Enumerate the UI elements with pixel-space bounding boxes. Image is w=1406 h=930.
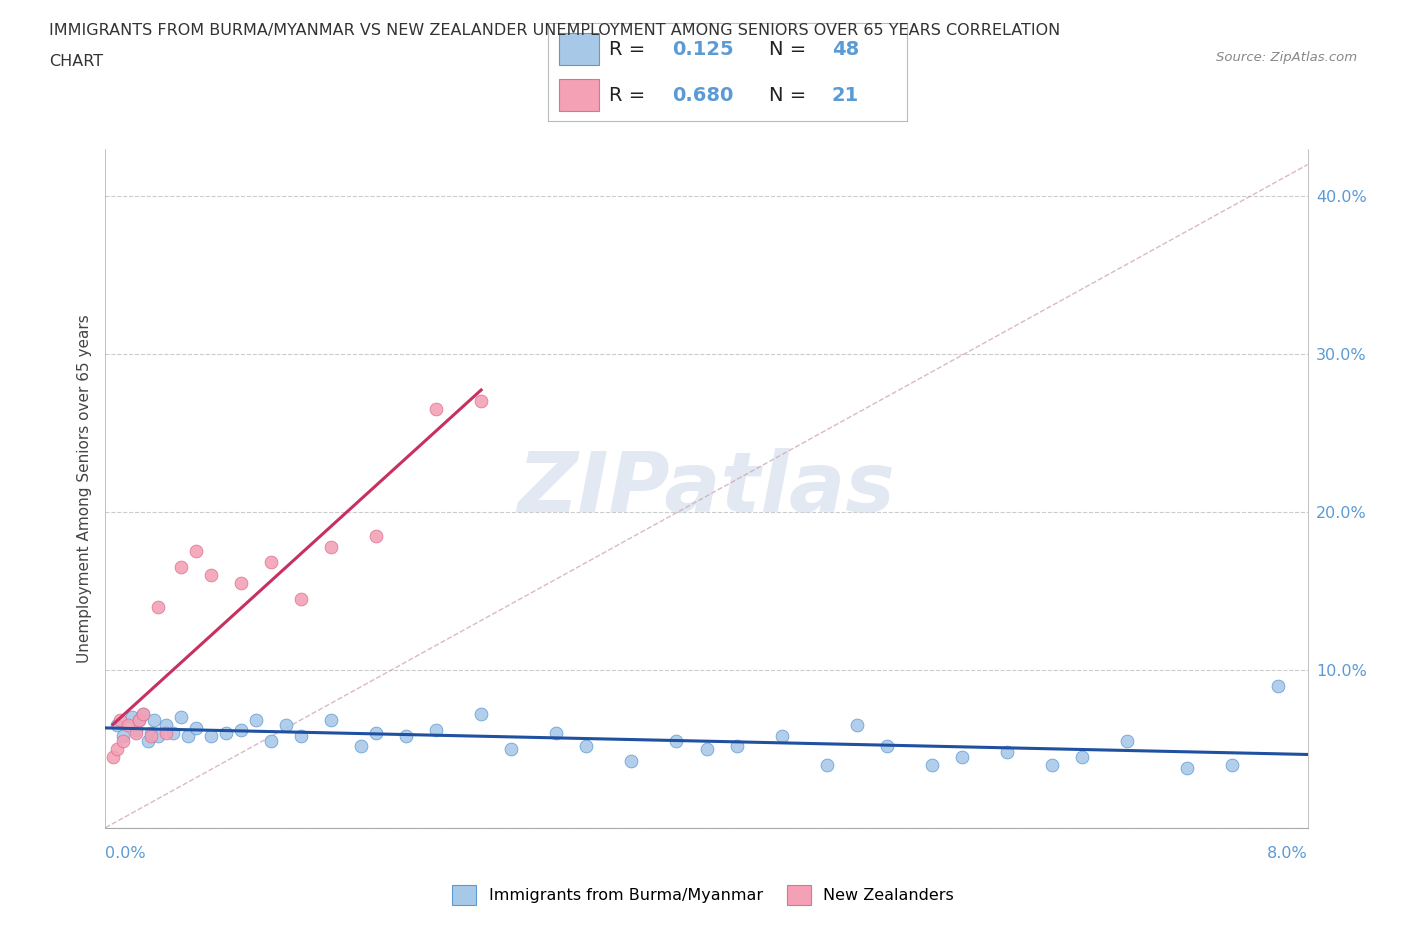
Point [101, 750, 124, 764]
Point [1175, 760, 1198, 775]
Text: 0.680: 0.680 [672, 86, 734, 104]
Point [501, 741, 523, 756]
Point [290, 729, 312, 744]
Point [290, 591, 312, 606]
Point [364, 528, 387, 543]
Text: 48: 48 [831, 40, 859, 59]
Point [162, 725, 184, 740]
Legend: Immigrants from Burma/Myanmar, New Zealanders: Immigrants from Burma/Myanmar, New Zeala… [446, 879, 960, 911]
Bar [560, 79, 599, 112]
Point [132, 707, 155, 722]
Point [128, 713, 150, 728]
Point [845, 718, 868, 733]
Point [364, 725, 387, 740]
Bar [560, 33, 599, 65]
Point [921, 757, 943, 772]
Point [124, 723, 146, 737]
Point [112, 734, 135, 749]
Text: CHART: CHART [49, 54, 103, 69]
Point [319, 539, 342, 554]
Point [139, 725, 162, 740]
Point [725, 738, 748, 753]
Point [155, 725, 177, 740]
Point [132, 707, 155, 722]
Point [546, 725, 568, 740]
Point [124, 725, 146, 740]
Point [1040, 757, 1063, 772]
Point [146, 729, 169, 744]
Text: N =: N = [769, 40, 813, 59]
Text: N =: N = [769, 86, 813, 104]
Point [107, 741, 129, 756]
Point [665, 734, 688, 749]
Point [142, 713, 165, 728]
Point [274, 718, 297, 733]
Point [620, 754, 643, 769]
Point [229, 576, 252, 591]
Point [128, 713, 150, 728]
Point [950, 750, 973, 764]
Point [107, 718, 129, 733]
Text: IMMIGRANTS FROM BURMA/MYANMAR VS NEW ZEALANDER UNEMPLOYMENT AMONG SENIORS OVER 6: IMMIGRANTS FROM BURMA/MYANMAR VS NEW ZEA… [49, 23, 1060, 38]
Point [350, 738, 373, 753]
Point [876, 738, 898, 753]
Y-axis label: Unemployment Among Seniors over 65 years: Unemployment Among Seniors over 65 years [76, 314, 91, 662]
Point [245, 713, 267, 728]
Point [121, 710, 143, 724]
Point [169, 560, 191, 575]
Point [146, 599, 169, 614]
Point [696, 741, 718, 756]
Point [425, 723, 447, 737]
Point [117, 718, 139, 733]
Text: 0.0%: 0.0% [105, 846, 146, 861]
Text: R =: R = [609, 40, 652, 59]
Point [184, 721, 207, 736]
Text: 21: 21 [831, 86, 859, 104]
Text: Source: ZipAtlas.com: Source: ZipAtlas.com [1216, 51, 1357, 64]
Point [395, 729, 418, 744]
Text: R =: R = [609, 86, 652, 104]
Point [1071, 750, 1094, 764]
Point [110, 713, 132, 728]
Point [1116, 734, 1139, 749]
Point [136, 734, 159, 749]
Point [229, 723, 252, 737]
Point [214, 725, 236, 740]
Point [200, 729, 222, 744]
Point [260, 734, 283, 749]
Point [139, 729, 162, 744]
Point [470, 394, 492, 409]
Text: ZIPatlas: ZIPatlas [517, 447, 896, 529]
Point [112, 729, 135, 744]
Point [200, 567, 222, 582]
Point [470, 707, 492, 722]
Point [425, 402, 447, 417]
Point [575, 738, 598, 753]
Point [995, 745, 1018, 760]
Point [1267, 678, 1289, 693]
Point [770, 729, 793, 744]
Point [260, 555, 283, 570]
Point [184, 544, 207, 559]
Point [319, 713, 342, 728]
Text: 0.125: 0.125 [672, 40, 734, 59]
Point [1222, 757, 1244, 772]
Point [815, 757, 838, 772]
Point [177, 729, 200, 744]
Text: 8.0%: 8.0% [1267, 846, 1308, 861]
Point [155, 718, 177, 733]
Point [169, 710, 191, 724]
